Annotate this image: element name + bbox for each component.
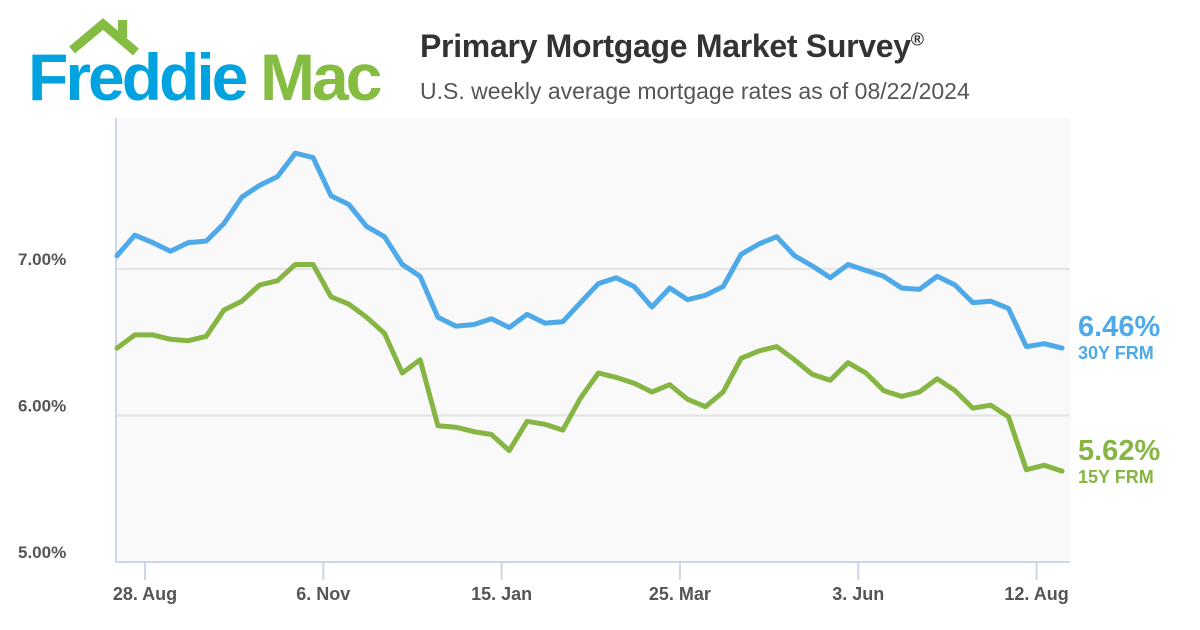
y-tick-label: 5.00%: [18, 543, 66, 562]
roof-icon: [69, 18, 139, 56]
x-tick-label: 25. Mar: [649, 584, 711, 604]
chart-subtitle: U.S. weekly average mortgage rates as of…: [420, 78, 970, 104]
y-tick-label: 6.00%: [18, 396, 66, 415]
x-tick-label: 15. Jan: [471, 584, 532, 604]
x-tick-label: 28. Aug: [113, 584, 177, 604]
x-tick-label: 3. Jun: [832, 584, 884, 604]
series-name-30y: 30Y FRM: [1078, 343, 1154, 363]
freddie-mac-logo: Freddie Mac: [28, 18, 384, 108]
y-tick-label: 7.00%: [18, 250, 66, 269]
series-name-15y: 15Y FRM: [1078, 467, 1154, 487]
value-15y: 5.62%: [1078, 435, 1161, 467]
chimney-icon: [118, 20, 127, 38]
registered-mark: ®: [910, 29, 924, 50]
plot-background: [117, 118, 1070, 562]
logo-text-mac: Mac: [260, 40, 381, 108]
label-15y: 5.62% 15Y FRM: [1078, 436, 1160, 488]
x-tick-label: 12. Aug: [1004, 584, 1068, 604]
series-line-30y-frm: [114, 150, 1065, 351]
x-tick-label: 6. Nov: [296, 584, 350, 604]
logo-text-freddie: Freddie: [28, 40, 247, 108]
series-line-15y-frm: [114, 262, 1065, 474]
label-30y: 6.46% 30Y FRM: [1078, 312, 1160, 364]
chart-title: Primary Mortgage Market Survey®: [420, 28, 924, 64]
value-30y: 6.46%: [1078, 311, 1161, 343]
